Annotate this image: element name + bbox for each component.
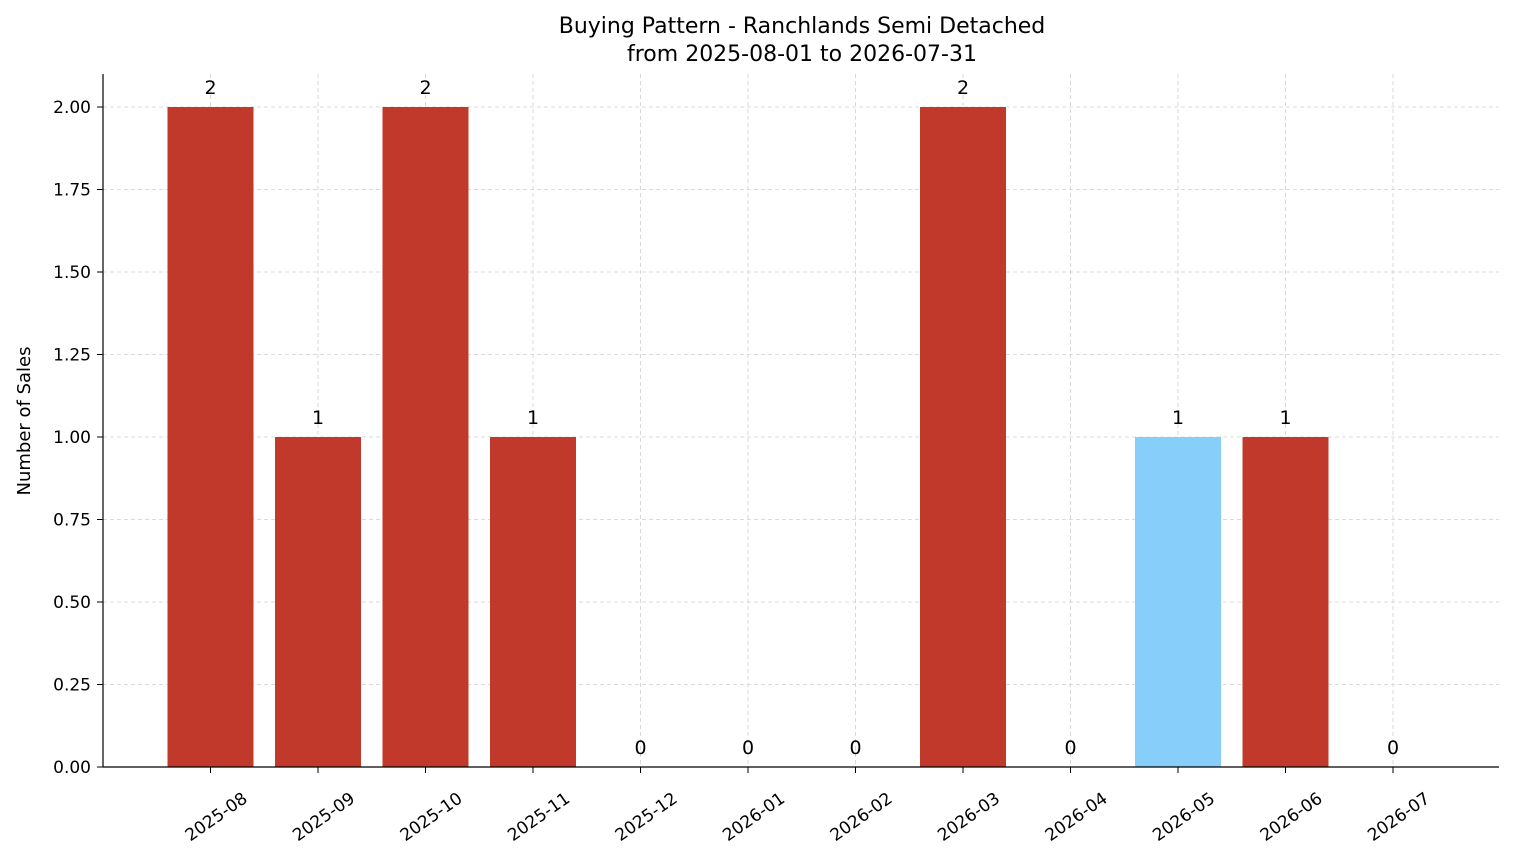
bar [167, 107, 254, 767]
y-tick-label: 0.50 [53, 593, 91, 613]
bar-value-label: 1 [1172, 407, 1184, 429]
y-tick-label: 1.50 [53, 263, 91, 283]
bar-value-label: 0 [634, 737, 646, 759]
chart-title-line1: Buying Pattern - Ranchlands Semi Detache… [559, 14, 1046, 39]
bar [920, 107, 1006, 767]
data-labels: 2 1 2 1 0 0 0 2 0 1 1 0 [204, 77, 1399, 759]
bar-value-label: 2 [957, 77, 969, 99]
x-tick-label: 2025-12 [612, 789, 682, 846]
x-tick-label: 2026-06 [1257, 789, 1327, 846]
bar-value-label: 2 [204, 77, 216, 99]
y-tick-label: 0.00 [53, 758, 91, 778]
bar [275, 437, 361, 767]
bar-value-label: 0 [742, 737, 754, 759]
x-tick-label: 2025-10 [397, 789, 467, 846]
bar-value-label: 2 [419, 77, 431, 99]
x-tick-label: 2025-08 [182, 789, 252, 846]
x-tick-label: 2026-03 [934, 789, 1004, 846]
x-tick-label: 2026-01 [719, 789, 789, 846]
bar [382, 107, 469, 767]
bar [1135, 437, 1221, 767]
y-axis-label: Number of Sales [14, 346, 35, 495]
bar-value-label: 1 [1279, 407, 1291, 429]
x-tick-label: 2025-11 [504, 789, 574, 846]
bar-value-label: 1 [527, 407, 539, 429]
x-tick-label: 2025-09 [289, 789, 359, 846]
bar-value-label: 0 [849, 737, 861, 759]
y-tick-label: 0.75 [53, 511, 91, 531]
chart-title-line2: from 2025-08-01 to 2026-07-31 [627, 42, 977, 67]
x-tick-label: 2026-07 [1364, 789, 1434, 846]
y-tick-label: 1.75 [53, 181, 91, 201]
x-tick-label: 2026-05 [1149, 789, 1219, 846]
y-tick-label: 1.00 [53, 428, 91, 448]
bar [490, 437, 576, 767]
bar-value-label: 0 [1387, 737, 1399, 759]
bar [1242, 437, 1329, 767]
y-tick-label: 1.25 [53, 346, 91, 366]
bar-value-label: 0 [1064, 737, 1076, 759]
bar-value-label: 1 [312, 407, 324, 429]
x-tick-label: 2026-04 [1042, 789, 1112, 846]
y-tick-label: 2.00 [53, 98, 91, 118]
x-tick-label: 2026-02 [827, 789, 897, 846]
bars [167, 107, 1329, 767]
y-tick-label: 0.25 [53, 676, 91, 696]
